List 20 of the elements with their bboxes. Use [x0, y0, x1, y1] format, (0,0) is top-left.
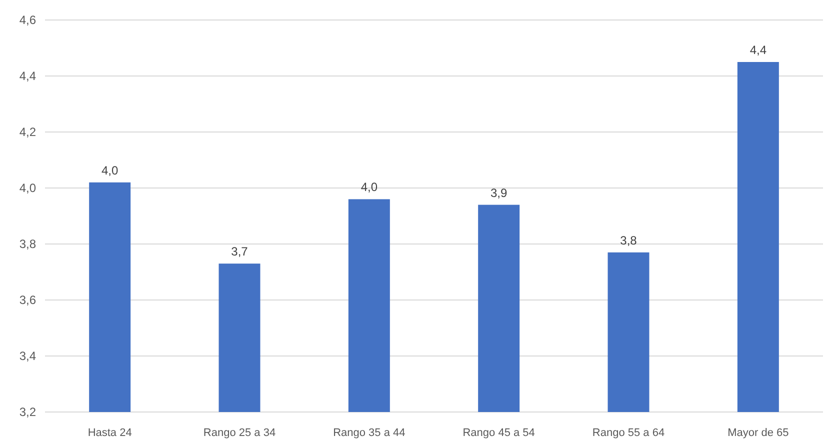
- y-tick-label: 3,6: [19, 293, 36, 308]
- y-tick-label: 4,6: [19, 13, 36, 28]
- data-label: 4,0: [360, 180, 378, 194]
- x-tick-label: Rango 25 a 34: [203, 427, 276, 439]
- x-tick-label: Rango 55 a 64: [592, 427, 665, 439]
- y-tick-label: 3,4: [19, 349, 36, 364]
- x-tick-label: Rango 35 a 44: [333, 427, 406, 439]
- y-tick-label: 3,8: [19, 237, 36, 252]
- x-tick-label: Hasta 24: [88, 427, 132, 439]
- data-label: 4,0: [101, 163, 118, 178]
- y-tick-label: 4,0: [19, 181, 36, 196]
- data-label: 3,7: [231, 244, 248, 259]
- data-label: 3,8: [620, 233, 638, 248]
- y-tick-label: 4,2: [19, 125, 36, 140]
- data-label: 4,4: [750, 43, 767, 57]
- x-tick-label: Mayor de 65: [728, 427, 789, 439]
- y-tick-label: 4,4: [19, 69, 36, 84]
- data-label: 3,9: [490, 186, 508, 200]
- y-tick-label: 3,2: [19, 405, 36, 420]
- x-tick-label: Rango 45 a 54: [462, 427, 535, 439]
